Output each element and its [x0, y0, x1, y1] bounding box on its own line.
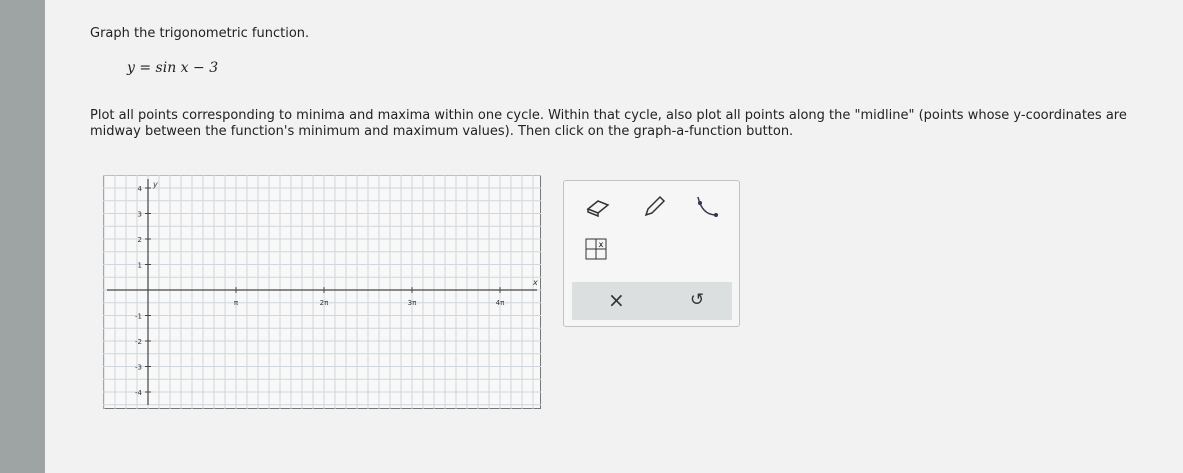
y-tick-label: 4: [138, 185, 143, 193]
question-title: Graph the trigonometric function.: [90, 26, 310, 41]
tool-icons: x: [585, 195, 718, 260]
y-tick-label: 3: [138, 211, 142, 219]
graph-labels: π 2π 3π 4π 4 3 2 1 -1 -2 -3 -4 x y: [135, 180, 538, 397]
undo-button[interactable]: ↺: [690, 290, 705, 310]
x-axis-label: x: [532, 278, 538, 287]
x-tick-label: 2π: [320, 299, 329, 307]
grid: [103, 175, 541, 409]
y-tick-label: 2: [138, 236, 142, 244]
tool-panel: x × ↺: [563, 180, 740, 327]
x-tick-label: 4π: [496, 299, 505, 307]
graph-function-tool[interactable]: [697, 196, 718, 217]
points-tool[interactable]: x: [585, 238, 607, 260]
sidebar: [0, 0, 45, 473]
x-tick-label: π: [234, 299, 239, 307]
y-tick-label: -3: [135, 364, 142, 372]
equation: y = sin x − 3: [127, 60, 219, 76]
clear-button[interactable]: ×: [608, 288, 625, 312]
x-tick-label: 3π: [408, 299, 417, 307]
instructions: Plot all points corresponding to minima …: [90, 108, 1127, 139]
y-tick-label: -1: [135, 313, 142, 321]
y-axis-label: y: [152, 180, 158, 189]
svg-text:x: x: [599, 240, 604, 249]
eraser-tool[interactable]: [586, 200, 610, 218]
y-tick-label: -4: [135, 389, 143, 397]
graph-frame: [103, 175, 541, 409]
y-tick-label: -2: [135, 338, 142, 346]
graph[interactable]: π 2π 3π 4π 4 3 2 1 -1 -2 -3 -4 x y: [103, 175, 541, 409]
toolbar: × ↺: [572, 282, 732, 320]
y-tick-label: 1: [138, 262, 142, 270]
pencil-tool[interactable]: [644, 195, 666, 217]
